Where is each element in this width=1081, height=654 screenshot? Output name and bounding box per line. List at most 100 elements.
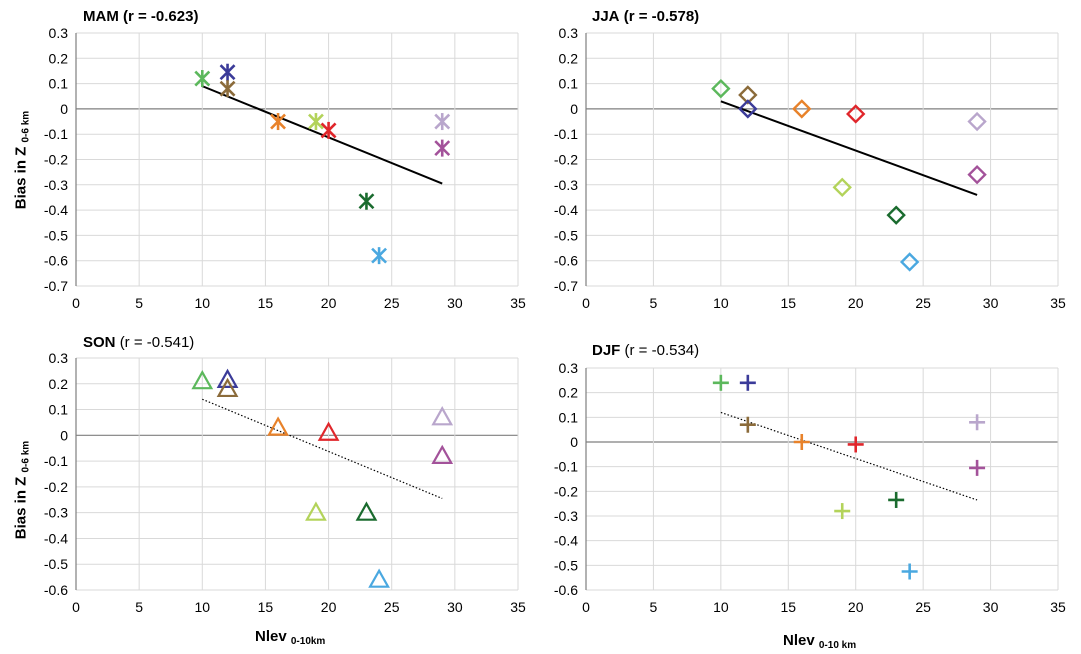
y-tick-label: 0.2 [49, 376, 69, 392]
x-tick-label: 35 [1050, 295, 1066, 311]
panel-title-son: SON (r = -0.541) [83, 334, 194, 351]
panel-title-season: JJA [592, 8, 620, 25]
data-point [358, 192, 375, 210]
y-tick-label: -0.2 [554, 152, 578, 168]
chart-panel-djf: 0.30.20.10-0.1-0.2-0.3-0.4-0.5-0.60 5 10 15… [554, 360, 1066, 615]
data-point [434, 139, 451, 157]
data-point [832, 177, 852, 198]
data-point [317, 421, 340, 441]
y-tick-label: 0.1 [49, 76, 69, 92]
x-tick-label: 5 [650, 599, 658, 615]
x-tick-label: 20 [848, 295, 864, 311]
y-tick-label: 0.2 [559, 385, 579, 401]
data-point [793, 434, 810, 450]
y-tick-label: -0.5 [44, 556, 68, 572]
x-tick-label: 5 [135, 599, 143, 615]
chart-panel-mam: 0.30.20.10-0.1-0.2-0.3-0.4-0.5-0.6-0.70 5… [44, 25, 526, 311]
y-tick-label: 0 [570, 434, 578, 450]
chart-panel-jja: 0.30.20.10-0.1-0.2-0.3-0.4-0.5-0.6-0.70 5… [554, 25, 1066, 311]
y-tick-label: -0.4 [44, 202, 68, 218]
data-point [434, 113, 451, 131]
data-point [431, 406, 454, 426]
data-point [308, 113, 324, 131]
panel-title-correlation: (r = -0.578) [623, 8, 700, 25]
data-point [847, 436, 864, 453]
y-tick-label: 0.3 [49, 25, 69, 41]
data-point [320, 121, 337, 139]
x-axis-label-right: Nlev 0-10 km [783, 632, 857, 651]
data-point [712, 374, 729, 391]
y-tick-label: -0.2 [44, 479, 68, 495]
x-axis-label-left: Nlev 0-10km [255, 628, 326, 647]
y-tick-label: -0.1 [554, 126, 578, 142]
x-tick-label: 0 [72, 295, 80, 311]
x-tick-label: 0 [72, 599, 80, 615]
data-point [738, 99, 758, 119]
y-tick-label: -0.2 [554, 483, 578, 499]
panel-title-season: DJF [592, 342, 621, 359]
y-tick-label: -0.2 [44, 152, 68, 168]
x-tick-label: 15 [258, 599, 274, 615]
y-tick-label: -0.5 [44, 227, 68, 243]
y-tick-label: 0.1 [49, 402, 69, 418]
y-tick-label: 0.3 [559, 25, 579, 41]
y-tick-label: -0.3 [554, 177, 578, 193]
y-tick-label: -0.1 [44, 453, 68, 469]
panel-title-mam: MAM (r = -0.623) [83, 8, 198, 25]
x-tick-label: 30 [983, 599, 999, 615]
y-tick-label: -0.5 [554, 227, 578, 243]
panel-title-season: SON [83, 334, 116, 351]
y-tick-label: -0.6 [554, 582, 578, 598]
y-tick-label: -0.6 [44, 253, 68, 269]
data-point [270, 113, 286, 131]
x-tick-label: 10 [194, 599, 210, 615]
data-point [899, 252, 920, 272]
data-point [368, 568, 390, 588]
panel-title-season: MAM [83, 8, 119, 25]
x-tick-label: 15 [258, 295, 274, 311]
x-tick-label: 35 [510, 599, 526, 615]
y-tick-label: -0.4 [554, 533, 578, 549]
y-tick-label: -0.4 [554, 202, 578, 218]
y-tick-label: 0.2 [49, 50, 69, 66]
data-point [219, 80, 236, 98]
x-tick-label: 5 [650, 295, 658, 311]
data-point [431, 444, 454, 465]
x-tick-label: 20 [848, 599, 864, 615]
x-tick-label: 30 [983, 295, 999, 311]
x-tick-label: 30 [447, 599, 463, 615]
y-tick-label: -0.5 [554, 557, 578, 573]
data-point [191, 369, 214, 390]
x-tick-label: 15 [780, 599, 796, 615]
y-tick-label: 0 [60, 101, 68, 117]
trendline [720, 100, 978, 196]
trendline [720, 411, 978, 501]
data-point [711, 78, 731, 99]
data-point [738, 85, 758, 105]
data-point [267, 416, 289, 436]
y-tick-label: 0 [60, 427, 68, 443]
x-tick-label: 25 [384, 599, 400, 615]
data-point [194, 70, 211, 88]
y-tick-label: 0.3 [49, 350, 69, 366]
x-tick-label: 25 [384, 295, 400, 311]
y-tick-label: -0.7 [44, 278, 68, 294]
data-point [969, 459, 986, 476]
chart-panel-son: 0.30.20.10-0.1-0.2-0.3-0.4-0.5-0.60 5 10 15… [44, 350, 526, 615]
y-tick-label: -0.1 [44, 126, 68, 142]
x-tick-label: 10 [713, 295, 729, 311]
data-point [219, 63, 236, 81]
y-tick-label: -0.6 [554, 253, 578, 269]
y-tick-label: 0 [570, 101, 578, 117]
panel-title-correlation: (r = -0.623) [123, 8, 199, 25]
y-tick-label: -0.3 [44, 177, 68, 193]
y-tick-label: -0.7 [554, 278, 578, 294]
x-tick-label: 10 [194, 295, 210, 311]
data-point [967, 111, 987, 132]
x-tick-label: 25 [915, 599, 931, 615]
y-tick-label: -0.6 [44, 582, 68, 598]
x-tick-label: 35 [510, 295, 526, 311]
trendline [202, 398, 443, 500]
x-tick-label: 0 [582, 295, 590, 311]
y-tick-label: 0.3 [559, 360, 579, 376]
